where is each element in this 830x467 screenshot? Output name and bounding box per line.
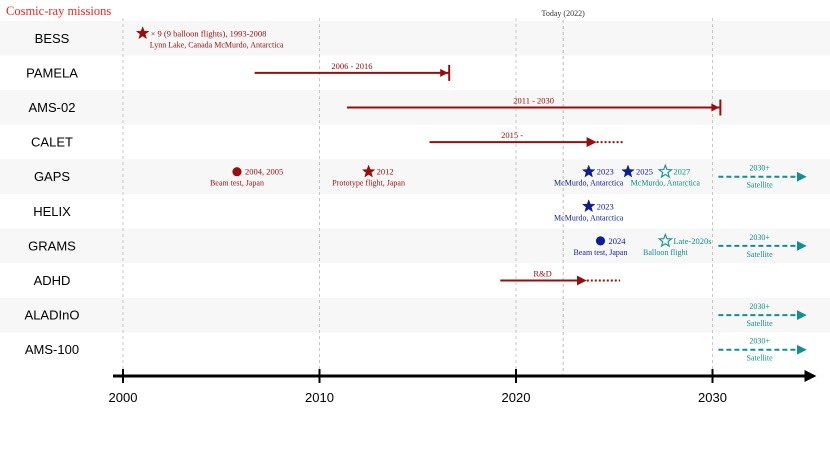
- tick-label-2020: 2020: [502, 390, 531, 405]
- star-marker: [581, 164, 596, 178]
- mission-rows: BESS × 9 (9 balloon flights), 1993-2008 Ly…: [25, 26, 807, 363]
- star-marker: [581, 199, 596, 213]
- open-star-marker: [657, 163, 674, 179]
- range-arrowhead: [711, 103, 720, 112]
- mission-label: CALET: [31, 135, 73, 150]
- range-label: 2006 - 2016: [331, 61, 372, 71]
- future-label: 2030+: [749, 302, 770, 311]
- marker-sublabel: McMurdo, Antarctica: [554, 213, 624, 222]
- marker-label: Late-2020s: [673, 236, 711, 246]
- mission-row-calet: CALET 2015 -: [31, 130, 625, 150]
- mission-row-grams: GRAMS 2024 Beam test, Japan Late-2020s Ballo…: [28, 232, 807, 259]
- marker-label: 2024: [608, 236, 626, 246]
- future-sublabel: Satellite: [746, 181, 773, 190]
- today-marker: Today (2022): [542, 9, 586, 376]
- mission-row-ams-100: AMS-100 2030+ Satellite: [25, 337, 807, 363]
- row-stripe: [0, 297, 830, 333]
- marker-label: 2025: [636, 167, 653, 177]
- future-sublabel: Satellite: [746, 319, 773, 328]
- marker-sublabel: McMurdo, Antarctica: [554, 179, 624, 188]
- marker-sublabel: Beam test, Japan: [574, 248, 628, 257]
- range-label: R&D: [533, 269, 551, 279]
- chart-title: Cosmic-ray missions: [6, 4, 111, 18]
- mission-label: ALADInO: [25, 308, 80, 323]
- marker-label: 2023: [597, 201, 614, 211]
- tick-label-2000: 2000: [109, 390, 138, 405]
- marker-sublabel: Lynn Lake, Canada McMurdo, Antarctica: [150, 40, 284, 49]
- row-stripe: [0, 228, 830, 264]
- mission-row-helix: HELIX 2023 McMurdo, Antarctica: [33, 199, 624, 222]
- future-label: 2030+: [749, 337, 770, 346]
- star-marker: [621, 164, 635, 178]
- row-stripes: [0, 21, 830, 333]
- mission-row-adhd: ADHD R&D: [34, 269, 621, 288]
- mission-row-bess: BESS × 9 (9 balloon flights), 1993-2008 Ly…: [35, 26, 284, 49]
- star-marker: [361, 164, 376, 178]
- mission-row-gaps: GAPS 2004, 2005 Beam test, Japan 2012 Protot…: [34, 163, 807, 190]
- x-axis: 2000 2010 2020 2030: [109, 369, 817, 405]
- mission-label: BESS: [35, 31, 70, 46]
- today-label: Today (2022): [542, 9, 586, 18]
- tick-label-2010: 2010: [305, 390, 334, 405]
- mission-label: HELIX: [33, 204, 71, 219]
- future-label: 2030+: [749, 233, 770, 242]
- mission-label: GAPS: [34, 169, 70, 184]
- tick-label-2030: 2030: [698, 390, 727, 405]
- circle-marker: [232, 167, 242, 177]
- marker-sublabel: Beam test, Japan: [210, 179, 264, 188]
- range-arrowhead: [440, 68, 449, 77]
- range-label: 2015 -: [501, 130, 523, 140]
- mission-label: ADHD: [34, 273, 71, 288]
- star-marker: [135, 26, 150, 40]
- marker-label: × 9 (9 balloon flights), 1993-2008: [151, 28, 267, 38]
- mission-row-ams-02: AMS-02 2011 - 2030: [29, 96, 722, 116]
- future-sublabel: Satellite: [746, 354, 773, 363]
- mission-row-aladino: ALADInO 2030+ Satellite: [25, 302, 807, 328]
- future-label: 2030+: [749, 164, 770, 173]
- marker-sublabel: Prototype flight, Japan: [332, 179, 405, 188]
- marker-label: 2027: [673, 167, 690, 177]
- mission-label: PAMELA: [26, 65, 78, 80]
- open-star-marker: [657, 232, 674, 248]
- mission-label: AMS-100: [25, 342, 79, 357]
- future-sublabel: Satellite: [746, 250, 773, 259]
- mission-label: AMS-02: [29, 100, 76, 115]
- mission-row-pamela: PAMELA 2006 - 2016: [26, 61, 451, 81]
- marker-label: 2023: [597, 167, 614, 177]
- marker-label: 2004, 2005: [245, 167, 283, 177]
- circle-marker: [595, 236, 606, 246]
- row-stripe: [0, 21, 830, 56]
- mission-label: GRAMS: [28, 238, 76, 253]
- marker-sublabel: McMurdo, Antarctica: [631, 179, 701, 188]
- marker-sublabel: Balloon flight: [643, 248, 688, 257]
- marker-label: 2012: [377, 167, 394, 177]
- range-label: 2011 - 2030: [513, 96, 554, 106]
- row-stripe: [0, 159, 830, 194]
